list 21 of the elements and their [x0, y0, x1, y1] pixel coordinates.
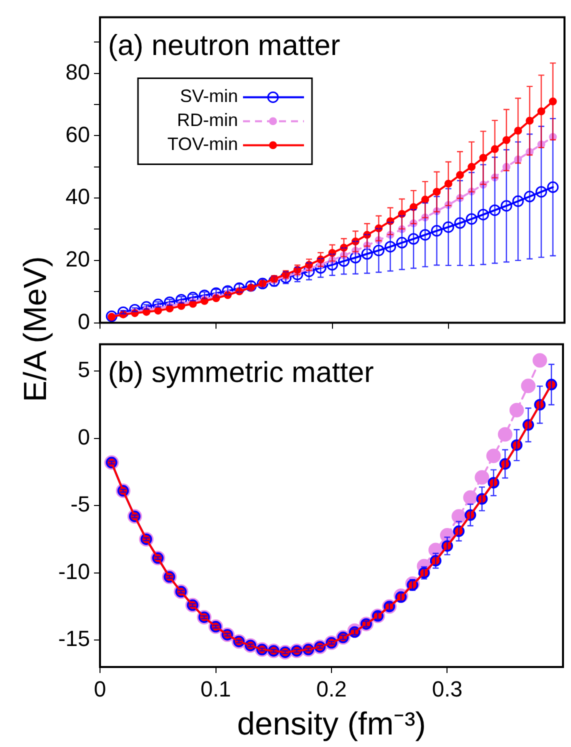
y-tick-label: 0 [78, 308, 90, 334]
y-tick-label: -10 [58, 558, 90, 584]
y-tick-label: -15 [58, 626, 90, 652]
x-tick-label: 0.1 [200, 676, 232, 702]
x-axis-title: density (fm⁻³) [237, 706, 426, 742]
y-tick-label: 20 [66, 246, 90, 272]
y-tick-label: 5 [78, 357, 90, 382]
legend-label: RD-min [177, 110, 238, 130]
x-tick-label: 0.3 [432, 676, 463, 702]
legend-label: TOV-min [167, 134, 238, 154]
y-tick-label: 80 [66, 59, 90, 84]
y-tick-label: 40 [66, 184, 90, 210]
legend-label: SV-min [180, 86, 238, 106]
x-tick-label: 0.2 [316, 676, 347, 702]
y-tick-label: 0 [78, 424, 90, 450]
y-tick-label: -5 [70, 492, 90, 517]
y-tick-label: 60 [66, 122, 90, 147]
x-tick-label: 0 [94, 676, 106, 702]
chart-title: (b) symmetric matter [108, 357, 374, 390]
text: (a) neutron matter [108, 30, 340, 62]
y-axis-title: E/A (MeV) [17, 256, 53, 402]
